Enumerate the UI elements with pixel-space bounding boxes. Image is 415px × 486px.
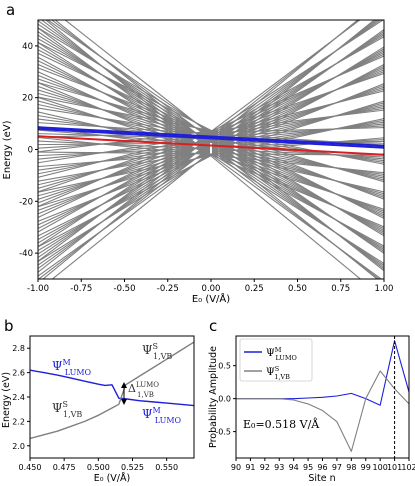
panel-b-ytick-label: 2.2	[12, 417, 25, 426]
panel-a-ytick-label: 0	[28, 146, 33, 156]
annot-delta: ΔLUMO 1,VB	[128, 381, 159, 399]
panel-label-a: a	[6, 1, 15, 19]
panel-b-series	[30, 341, 194, 440]
panel-c-series	[236, 340, 409, 452]
legend-label-lumo: ΨM LUMO	[266, 346, 297, 362]
panel-a-ytick-label: 40	[22, 42, 33, 52]
panel-c-legend: ΨM LUMO ΨS 1,VB	[239, 338, 313, 382]
panel-a-ylabel: Energy (eV)	[2, 120, 13, 179]
panel-c-xtick-label: 98	[346, 463, 356, 472]
panel-b-xtick-label: 0.525	[121, 463, 144, 472]
panel-a-xtick-label: 0.25	[245, 284, 264, 294]
panel-b-chart: 0.450 0.475 0.500 0.525 0.550 2.02.22.42.62.…	[1, 335, 195, 484]
panel-label-b: b	[4, 317, 14, 335]
panel-c-ytick-label: 0.5	[218, 362, 231, 371]
annot-psi-s-vb-bottom: ΨS 1,VB	[52, 400, 82, 419]
panel-b-xtick-label: 0.550	[155, 463, 178, 472]
panel-a-xtick-label: -0.25	[157, 284, 179, 294]
panel-label-c: c	[209, 317, 217, 335]
panel-a-xlabel: E₀ (V/Å)	[192, 292, 230, 305]
panel-a-chart: -1.00 -0.75 -0.50 -0.25 0.00 0.25 0.50 0.75 1.00…	[2, 19, 393, 305]
panel-c-series-1	[236, 370, 409, 452]
panel-c-chart: 90 91 92 93 94 95 96 97 98 99 100 101 102 -0.5 0.0 0.5…	[208, 335, 415, 484]
panel-a-xtick-label: 0.50	[288, 284, 307, 294]
panel-c-xtick-label: 94	[289, 463, 299, 472]
legend-label-vb: ΨS 1,VB	[266, 365, 290, 381]
panel-a-series-1	[38, 135, 384, 156]
panel-b-ytick-label: 2.0	[12, 442, 25, 451]
panel-a-xtick-label: 0.00	[202, 284, 221, 294]
panel-a-xtick-label: -1.00	[27, 284, 49, 294]
panel-a-series-2	[38, 128, 384, 149]
panel-c-xtick-label: 91	[245, 463, 255, 472]
panel-b-xtick-label: 0.500	[87, 463, 110, 472]
panel-a-yticks: -40 -20 0 20 40	[19, 42, 38, 259]
panel-c-ylabel: Probability Amplitude	[208, 346, 219, 448]
panel-a-ytick-label: -40	[19, 249, 33, 259]
panel-a-xticks: -1.00 -0.75 -0.50 -0.25 0.00 0.25 0.50 0.75 1.00	[27, 279, 393, 294]
panel-c-xtick-label: 101	[387, 463, 402, 472]
panel-c-yticks: -0.5 0.0 0.5	[215, 362, 236, 437]
panel-c-xtick-label: 93	[274, 463, 284, 472]
gap-arrow	[121, 382, 127, 405]
panel-c-xlabel: Site n	[308, 473, 335, 484]
panel-a-xtick-label: 1.00	[375, 284, 394, 294]
panel-c-ytick-label: -0.5	[215, 428, 231, 437]
panel-b-xticks: 0.450 0.475 0.500 0.525 0.550	[19, 458, 178, 472]
panel-c-xtick-label: 100	[373, 463, 388, 472]
panel-a-series-0	[38, 126, 384, 147]
gray-level-line	[42, 20, 359, 279]
panel-c-xtick-label: 96	[317, 463, 327, 472]
panel-b-series-1	[30, 341, 194, 440]
annot-psi-m-lumo-left: ΨM LUMO	[52, 358, 92, 377]
panel-b-xlabel: E₀ (V/Å)	[94, 472, 130, 484]
panel-a-xtick-label: -0.50	[114, 284, 136, 294]
field-annotation: E₀=0.518 V/Å	[243, 417, 320, 431]
panel-a-ytick-label: -20	[19, 197, 33, 207]
panel-b-xtick-label: 0.475	[53, 463, 76, 472]
panel-c-xtick-label: 90	[231, 463, 241, 472]
panel-c-xtick-label: 95	[303, 463, 313, 472]
panel-c-xtick-label: 99	[361, 463, 371, 472]
panel-b-ylabel: Energy (eV)	[1, 372, 12, 428]
panel-b-ytick-label: 2.4	[12, 393, 25, 402]
panel-c-xtick-label: 92	[260, 463, 270, 472]
annot-psi-s-vb-top: ΨS 1,VB	[142, 342, 172, 361]
panel-a-xtick-label: 0.75	[331, 284, 350, 294]
panel-c-xticks: 90 91 92 93 94 95 96 97 98 99 100 101 102	[231, 458, 415, 472]
panel-b-ytick-label: 2.6	[12, 369, 25, 378]
panel-a-ytick-label: 20	[22, 94, 33, 104]
panel-a-series	[38, 126, 384, 156]
panel-c-xtick-label: 102	[401, 463, 415, 472]
panel-b-ytick-label: 2.8	[12, 344, 25, 353]
annot-psi-m-lumo-right: ΨM LUMO	[142, 406, 182, 425]
panel-b-series-0	[30, 369, 194, 407]
panel-c-xtick-label: 97	[332, 463, 342, 472]
panel-b-yticks: 2.0 2.2 2.4 2.6 2.8	[12, 344, 30, 451]
panel-a-xtick-label: -0.75	[70, 284, 92, 294]
panel-b-xtick-label: 0.450	[19, 463, 42, 472]
panel-c-ytick-label: 0.0	[218, 395, 231, 404]
